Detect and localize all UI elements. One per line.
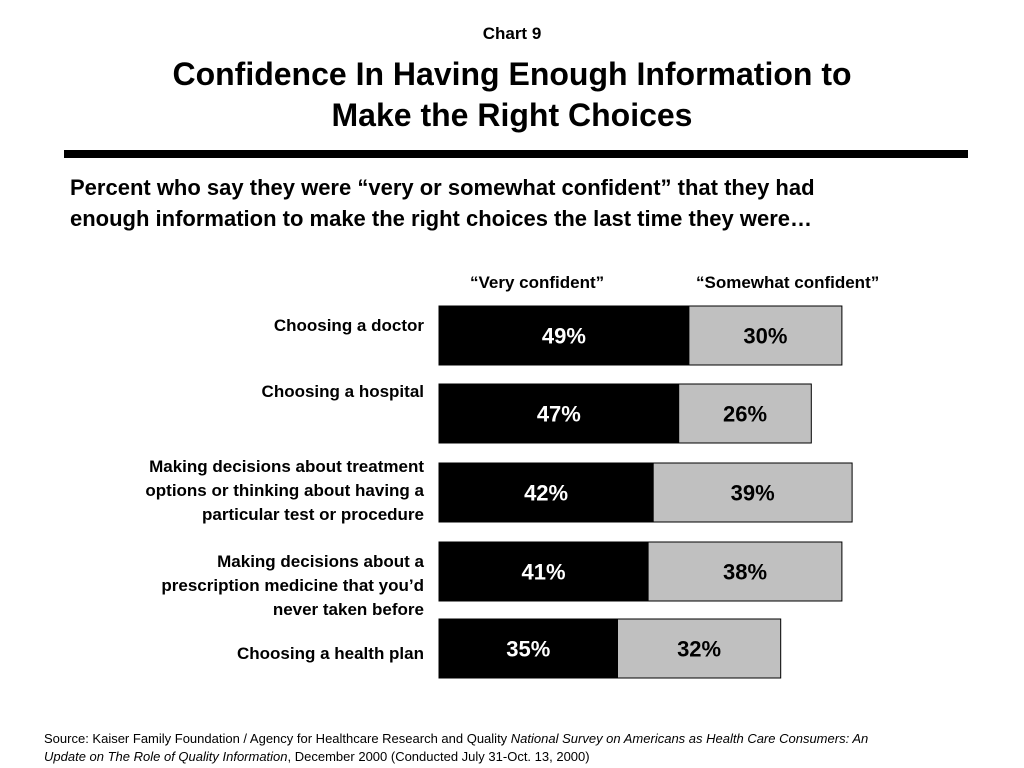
category-label-choosing-doctor: Choosing a doctor: [273, 316, 424, 335]
data-label-very-choosing-health-plan: 35%: [506, 637, 550, 662]
legend-very-confident: “Very confident”: [470, 273, 605, 292]
data-label-very-treatment-decisions: 42%: [524, 481, 568, 506]
bar-very-prescription-decisions: [438, 541, 649, 602]
bar-somewhat-prescription-decisions: [647, 541, 843, 602]
data-label-somewhat-choosing-hospital: 26%: [723, 402, 767, 427]
category-label-choosing-health-plan: Choosing a health plan: [236, 644, 424, 663]
chart-subtitle: Percent who say they were “very or somew…: [70, 172, 970, 234]
chart-title: Confidence In Having Enough Information …: [0, 54, 1024, 136]
data-label-very-choosing-doctor: 49%: [542, 324, 586, 349]
data-label-somewhat-treatment-decisions: 39%: [731, 481, 775, 506]
data-label-somewhat-prescription-decisions: 38%: [723, 560, 767, 585]
bar-very-choosing-hospital: [438, 383, 680, 444]
bar-very-choosing-doctor: [438, 305, 690, 366]
source-publication-title-2: Update on The Role of Quality Informatio…: [44, 749, 288, 764]
chart-subtitle-line-2: enough information to make the right cho…: [70, 206, 813, 231]
bar-somewhat-choosing-hospital: [678, 383, 812, 444]
bar-somewhat-treatment-decisions: [652, 462, 853, 523]
bar-somewhat-choosing-doctor: [688, 305, 843, 366]
legend-somewhat-confident: “Somewhat confident”: [696, 273, 880, 292]
source-publication-title-1: National Survey on Americans as Health C…: [510, 731, 869, 746]
bar-very-treatment-decisions: [438, 462, 654, 523]
bar-somewhat-choosing-health-plan: [617, 618, 782, 679]
source-suffix: , December 2000 (Conducted July 31-Oct. …: [287, 749, 590, 764]
category-label-treatment-decisions: Making decisions about treatment options…: [145, 457, 424, 524]
data-label-very-choosing-hospital: 47%: [537, 402, 581, 427]
data-label-somewhat-choosing-health-plan: 32%: [677, 637, 721, 662]
bar-very-choosing-health-plan: [438, 618, 618, 679]
source-prefix: Source: Kaiser Family Foundation / Agenc…: [44, 731, 511, 746]
chart-number: Chart 9: [482, 24, 542, 43]
source-note: Source: Kaiser Family Foundation / Agenc…: [44, 730, 984, 766]
chart-subtitle-line-1: Percent who say they were “very or somew…: [70, 175, 815, 200]
data-label-somewhat-choosing-doctor: 30%: [743, 324, 787, 349]
chart-title-line-1: Confidence In Having Enough Information …: [172, 56, 852, 92]
category-label-prescription-decisions: Making decisions about a prescription me…: [161, 552, 424, 619]
title-divider: [64, 150, 968, 158]
category-label-choosing-hospital: Choosing a hospital: [261, 382, 424, 401]
chart-title-line-2: Make the Right Choices: [331, 97, 693, 133]
data-label-very-prescription-decisions: 41%: [522, 560, 566, 585]
